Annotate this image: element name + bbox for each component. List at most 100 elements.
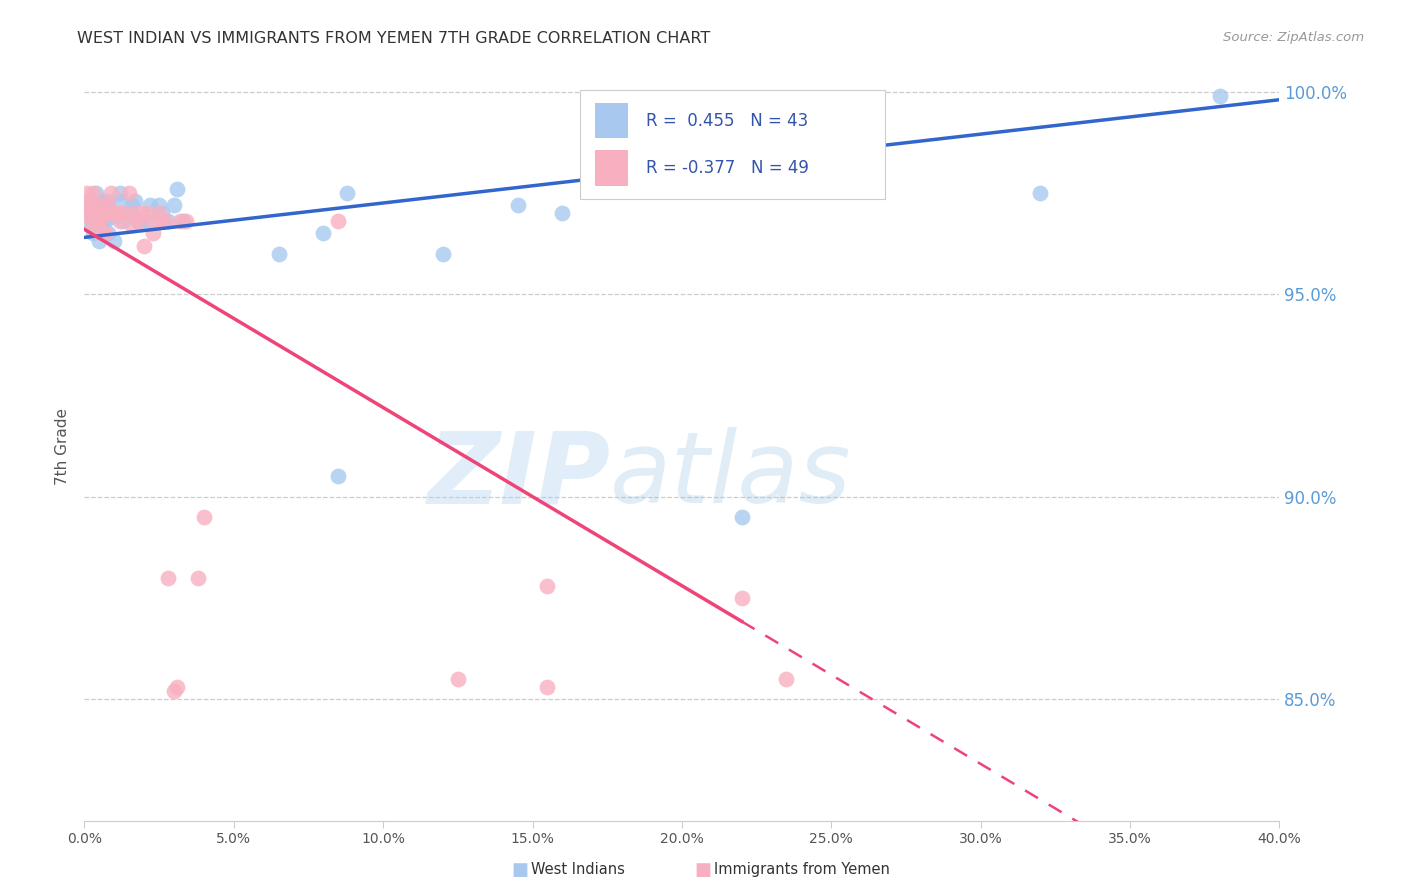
Point: [169, 214, 191, 228]
Point: [105, 206, 128, 220]
Point: [121, 206, 143, 220]
Point: [100, 186, 122, 200]
Point: [121, 219, 143, 233]
Point: [76, 194, 98, 208]
Point: [328, 469, 350, 483]
Point: [91, 227, 114, 241]
Point: [76, 214, 98, 228]
Point: [110, 186, 132, 200]
Point: [193, 509, 215, 524]
Point: [506, 198, 529, 212]
Text: WEST INDIAN VS IMMIGRANTS FROM YEMEN 7TH GRADE CORRELATION CHART: WEST INDIAN VS IMMIGRANTS FROM YEMEN 7TH…: [77, 31, 710, 46]
Text: Immigrants from Yemen: Immigrants from Yemen: [714, 863, 890, 877]
Point: [97, 194, 120, 208]
Point: [94, 198, 117, 212]
Point: [79, 198, 101, 212]
Point: [432, 246, 454, 260]
Point: [79, 206, 101, 220]
Point: [89, 214, 111, 228]
Point: [187, 571, 209, 585]
Text: R =  0.455   N = 43: R = 0.455 N = 43: [647, 112, 808, 129]
Point: [86, 186, 108, 200]
Point: [121, 198, 143, 212]
Point: [112, 214, 135, 228]
Text: R = -0.377   N = 49: R = -0.377 N = 49: [647, 160, 808, 178]
Point: [82, 206, 104, 220]
Point: [89, 198, 111, 212]
Text: atlas: atlas: [610, 427, 852, 524]
Point: [150, 214, 173, 228]
Point: [97, 198, 120, 212]
Point: [139, 198, 162, 212]
Bar: [595, 103, 628, 138]
Point: [148, 198, 170, 212]
Point: [91, 194, 114, 208]
FancyBboxPatch shape: [581, 90, 886, 199]
Point: [148, 206, 170, 220]
Point: [127, 214, 149, 228]
Point: [142, 214, 165, 228]
Point: [89, 214, 111, 228]
Point: [163, 198, 186, 212]
Point: [312, 227, 335, 241]
Point: [132, 238, 156, 252]
Point: [328, 214, 350, 228]
Point: [174, 214, 197, 228]
Point: [129, 214, 152, 228]
Text: ■: ■: [512, 861, 529, 879]
Point: [82, 206, 104, 220]
Point: [118, 186, 141, 200]
Point: [153, 214, 176, 228]
Point: [76, 202, 98, 216]
Point: [157, 214, 180, 228]
Point: [110, 214, 132, 228]
Point: [136, 206, 159, 220]
Point: [97, 206, 120, 220]
Point: [129, 206, 152, 220]
Point: [86, 214, 108, 228]
Point: [91, 198, 114, 212]
Point: [731, 591, 754, 605]
Point: [157, 571, 180, 585]
Point: [551, 206, 574, 220]
Point: [166, 680, 188, 694]
Point: [89, 219, 111, 233]
Text: West Indians: West Indians: [531, 863, 626, 877]
Point: [1209, 88, 1232, 103]
Text: Source: ZipAtlas.com: Source: ZipAtlas.com: [1223, 31, 1364, 45]
Point: [86, 214, 108, 228]
Point: [94, 206, 117, 220]
Point: [94, 227, 117, 241]
Point: [336, 186, 359, 200]
Point: [731, 509, 754, 524]
Point: [86, 198, 108, 212]
Point: [110, 194, 132, 208]
Point: [94, 214, 117, 228]
Point: [79, 210, 101, 224]
Point: [447, 672, 470, 686]
Point: [127, 214, 149, 228]
Point: [82, 186, 104, 200]
Point: [136, 214, 159, 228]
Point: [112, 206, 135, 220]
Point: [103, 206, 125, 220]
Point: [82, 227, 104, 241]
Point: [100, 206, 122, 220]
Point: [172, 214, 194, 228]
Point: [166, 182, 188, 196]
Point: [124, 194, 146, 208]
Point: [103, 235, 125, 249]
Point: [82, 219, 104, 233]
Point: [97, 227, 120, 241]
Point: [1029, 186, 1052, 200]
Y-axis label: 7th Grade: 7th Grade: [55, 408, 70, 484]
Point: [150, 206, 173, 220]
Point: [76, 186, 98, 200]
Point: [118, 206, 141, 220]
Point: [142, 227, 165, 241]
Point: [100, 210, 122, 224]
Point: [267, 246, 290, 260]
Point: [536, 680, 558, 694]
Text: ■: ■: [695, 861, 711, 879]
Text: ZIP: ZIP: [427, 427, 610, 524]
